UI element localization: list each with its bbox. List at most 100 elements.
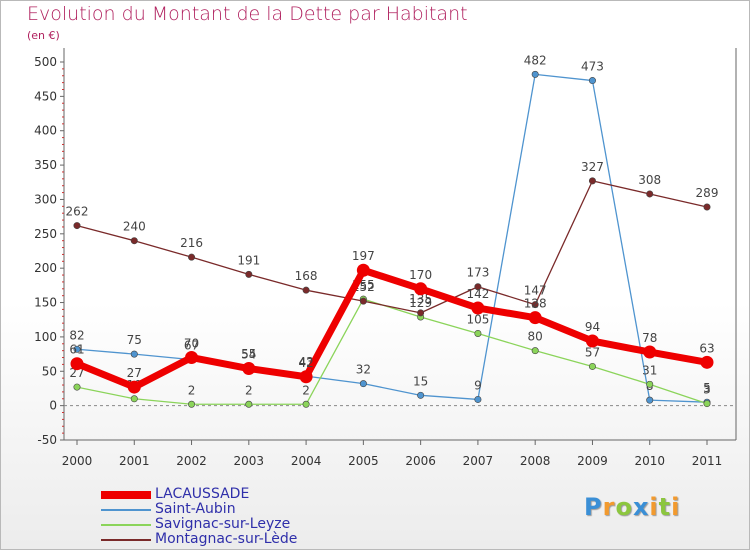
data-label: 128 (524, 297, 547, 311)
y-tick-label: 450 (34, 89, 57, 103)
data-label: 197 (352, 249, 375, 263)
x-tick-label: 2010 (634, 454, 665, 468)
data-point (588, 77, 596, 85)
data-label: 105 (466, 312, 489, 326)
data-point (185, 351, 199, 365)
data-point (73, 345, 81, 353)
data-point (474, 329, 482, 337)
data-label: 191 (237, 253, 260, 267)
y-tick-label: 400 (34, 124, 57, 138)
y-tick-label: 200 (34, 261, 57, 275)
x-tick-label: 2011 (692, 454, 723, 468)
data-point (531, 301, 539, 309)
data-label: 327 (581, 160, 604, 174)
data-label: 135 (409, 292, 432, 306)
y-unit-label: (en €) (27, 29, 60, 42)
data-point (245, 400, 253, 408)
x-tick-label: 2009 (577, 454, 608, 468)
legend-swatch (101, 491, 151, 499)
data-point (588, 177, 596, 185)
data-point (474, 395, 482, 403)
series-lacaussade: 61 27 70 54 42 197 170 142 128 94 78 63 (69, 249, 715, 394)
data-point (700, 355, 714, 369)
data-point (703, 203, 711, 211)
data-label: 173 (466, 266, 489, 280)
data-point (646, 380, 654, 388)
data-label: 147 (524, 284, 547, 298)
data-label: 54 (241, 348, 256, 362)
data-label: 170 (409, 268, 432, 282)
y-tick-label: 50 (42, 364, 57, 378)
data-label: 82 (69, 328, 84, 342)
data-label: 216 (180, 236, 203, 250)
data-point (417, 309, 425, 317)
data-label: 2 (245, 383, 253, 397)
data-label: 473 (581, 60, 604, 74)
data-label: 9 (474, 378, 482, 392)
data-label: 63 (699, 341, 714, 355)
data-point (70, 357, 84, 371)
data-point (588, 362, 596, 370)
data-point (188, 400, 196, 408)
data-label: 27 (69, 366, 84, 380)
x-tick-label: 2005 (348, 454, 379, 468)
x-tick-label: 2002 (176, 454, 207, 468)
data-label: 32 (356, 363, 371, 377)
logo-letter: o (615, 493, 633, 521)
series-saint-aubin: 82756755433215948247385 (69, 53, 711, 406)
x-tick-label: 2003 (234, 454, 265, 468)
data-label: 61 (69, 343, 84, 357)
series-line (76, 180, 708, 314)
data-label: 55 (241, 347, 256, 361)
data-point (130, 395, 138, 403)
data-point (646, 396, 654, 404)
data-point (528, 311, 542, 325)
logo-letter: x (632, 493, 650, 521)
x-tick-label: 2001 (119, 454, 150, 468)
x-tick-label: 2004 (291, 454, 322, 468)
data-label: 2 (188, 383, 196, 397)
legend-swatch (101, 509, 151, 511)
legend-label: Savignac-sur-Leyze (155, 516, 291, 532)
data-point (474, 283, 482, 291)
data-label: 308 (638, 173, 661, 187)
legend-label: Saint-Aubin (155, 501, 236, 517)
data-label: 31 (642, 363, 657, 377)
series-savignac-sur-leyze: 27102221551291058057313 (69, 278, 711, 408)
series-line (76, 298, 708, 405)
y-tick-label: 250 (34, 227, 57, 241)
data-point (188, 253, 196, 261)
legend-swatch (101, 524, 151, 526)
series-line (76, 73, 708, 403)
data-point (130, 350, 138, 358)
legend-label: Montagnac-sur-Lède (155, 531, 298, 547)
data-point (359, 297, 367, 305)
x-tick-label: 2006 (405, 454, 436, 468)
x-tick-label: 2007 (463, 454, 494, 468)
data-point (127, 380, 141, 394)
data-point (643, 345, 657, 359)
data-label: 142 (466, 287, 489, 301)
data-label: 168 (295, 269, 318, 283)
x-tick-label: 2000 (62, 454, 93, 468)
chart-title: Evolution du Montant de la Dette par Hab… (27, 3, 468, 25)
data-label: 240 (123, 220, 146, 234)
data-label: 57 (585, 345, 600, 359)
y-tick-label: 150 (34, 296, 57, 310)
data-label: 129 (409, 296, 432, 310)
data-point (302, 400, 310, 408)
data-label: 78 (642, 331, 657, 345)
data-point (531, 347, 539, 355)
data-point (299, 370, 313, 384)
data-point (417, 391, 425, 399)
data-point (130, 237, 138, 245)
data-label: 80 (528, 330, 543, 344)
logo-letter: r (602, 493, 616, 521)
y-tick-label: 350 (34, 158, 57, 172)
data-point (356, 263, 370, 277)
data-label: 289 (696, 186, 719, 200)
logo-letter: P (584, 493, 603, 521)
data-label: 94 (585, 320, 600, 334)
